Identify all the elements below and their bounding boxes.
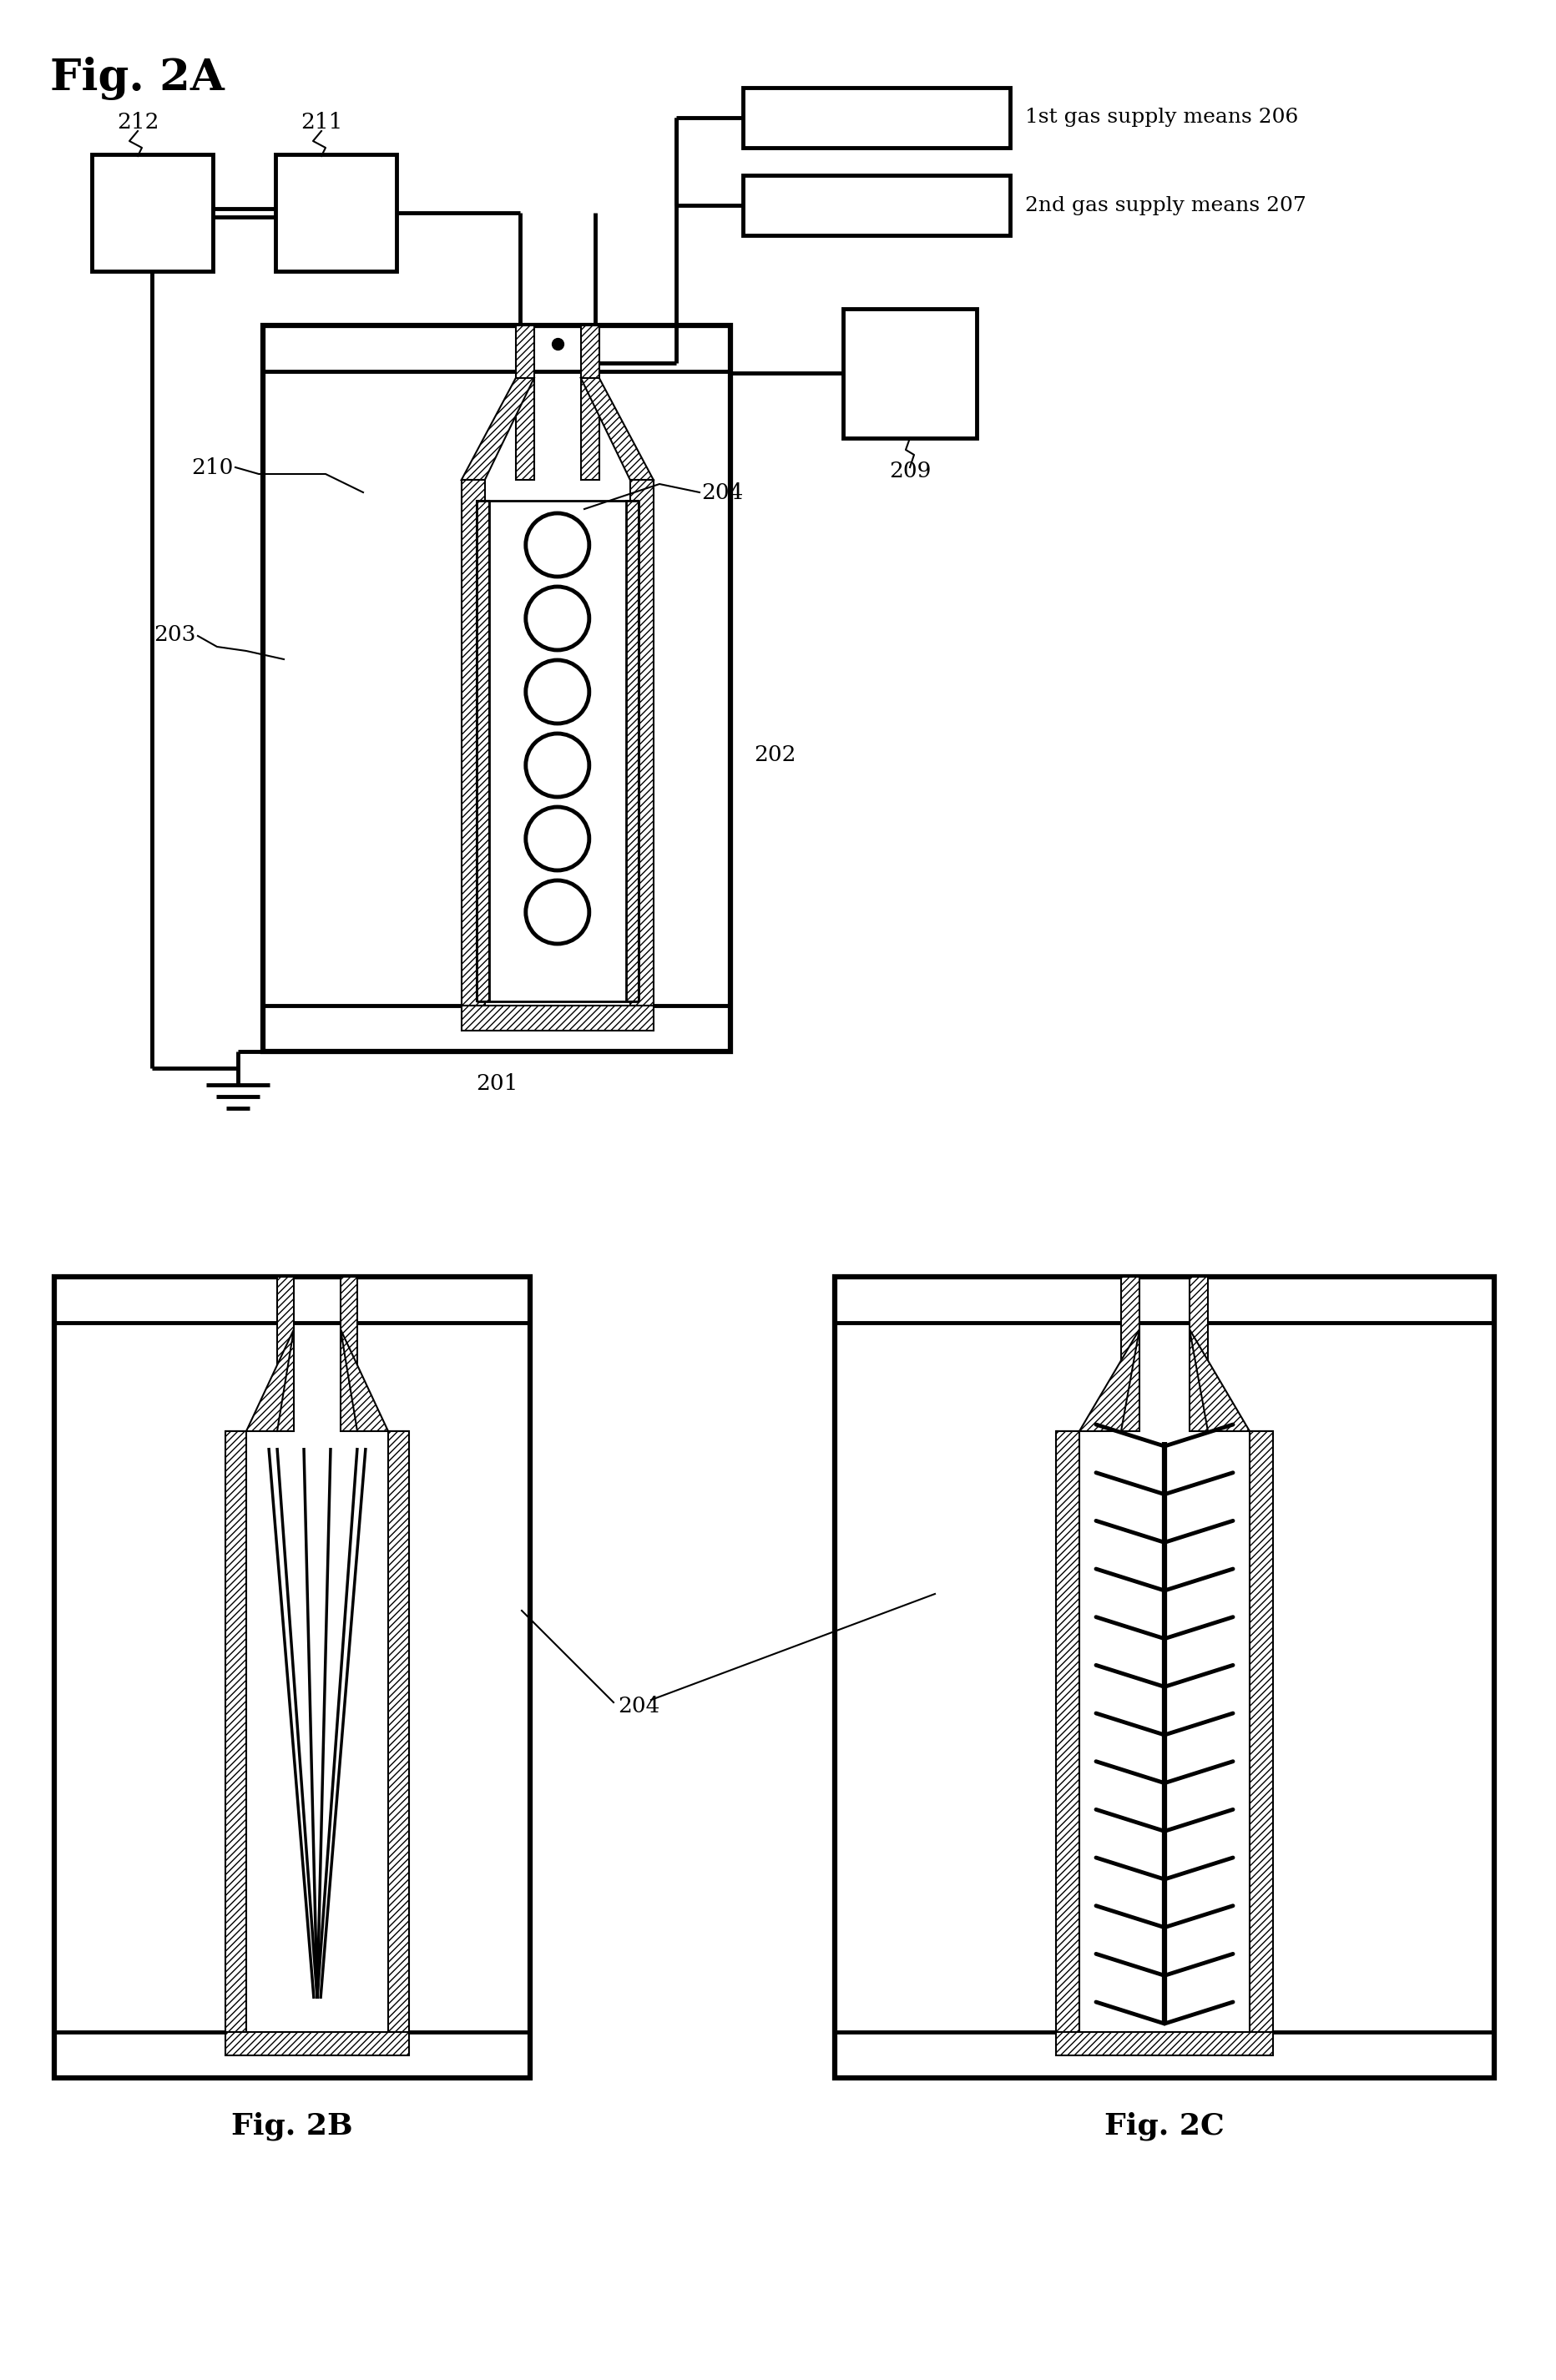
Polygon shape <box>515 326 534 481</box>
Polygon shape <box>1120 1276 1139 1430</box>
Bar <box>834 1276 1494 2078</box>
Bar <box>92 155 213 271</box>
Bar <box>626 500 638 1002</box>
Polygon shape <box>226 1430 246 2033</box>
Polygon shape <box>341 1330 409 1430</box>
Circle shape <box>526 807 590 871</box>
Circle shape <box>526 881 590 945</box>
Text: 2nd gas supply means 207: 2nd gas supply means 207 <box>1025 195 1305 214</box>
Bar <box>742 176 1010 236</box>
Bar <box>489 500 626 1002</box>
Text: Fig. 2A: Fig. 2A <box>50 57 224 100</box>
Bar <box>263 326 730 1052</box>
Circle shape <box>526 659 590 724</box>
Polygon shape <box>580 326 599 481</box>
Bar <box>246 1430 387 2033</box>
Text: 212: 212 <box>117 112 159 133</box>
Polygon shape <box>462 1007 654 1031</box>
Polygon shape <box>226 1330 294 1430</box>
Polygon shape <box>387 1430 409 2033</box>
Polygon shape <box>1249 1430 1273 2033</box>
Bar <box>54 1276 531 2078</box>
Text: 204: 204 <box>702 481 744 502</box>
Text: 209: 209 <box>888 462 930 481</box>
Circle shape <box>526 585 590 650</box>
Text: Fig. 2B: Fig. 2B <box>232 2111 353 2140</box>
Polygon shape <box>1189 1330 1273 1430</box>
Polygon shape <box>462 378 534 481</box>
Text: 201: 201 <box>476 1073 518 1095</box>
Polygon shape <box>341 1276 358 1430</box>
Circle shape <box>526 733 590 797</box>
Polygon shape <box>1057 1330 1139 1430</box>
Text: 204: 204 <box>618 1697 660 1716</box>
Text: 202: 202 <box>753 745 797 766</box>
Bar <box>843 309 977 438</box>
Polygon shape <box>226 2033 409 2056</box>
Polygon shape <box>1189 1276 1207 1430</box>
Bar <box>485 481 630 1007</box>
Polygon shape <box>462 481 485 1007</box>
Polygon shape <box>580 378 654 481</box>
Bar <box>275 155 397 271</box>
Bar <box>742 88 1010 148</box>
Text: 1st gas supply means 206: 1st gas supply means 206 <box>1025 107 1298 126</box>
Text: 210: 210 <box>191 457 233 478</box>
Circle shape <box>526 514 590 576</box>
Text: 211: 211 <box>300 112 342 133</box>
Polygon shape <box>630 481 654 1007</box>
Bar <box>1080 1430 1249 2033</box>
Text: Fig. 2C: Fig. 2C <box>1105 2111 1225 2140</box>
Polygon shape <box>1057 2033 1273 2056</box>
Bar <box>476 500 489 1002</box>
Text: 203: 203 <box>154 624 196 645</box>
Polygon shape <box>1057 1430 1080 2033</box>
Polygon shape <box>277 1276 294 1430</box>
